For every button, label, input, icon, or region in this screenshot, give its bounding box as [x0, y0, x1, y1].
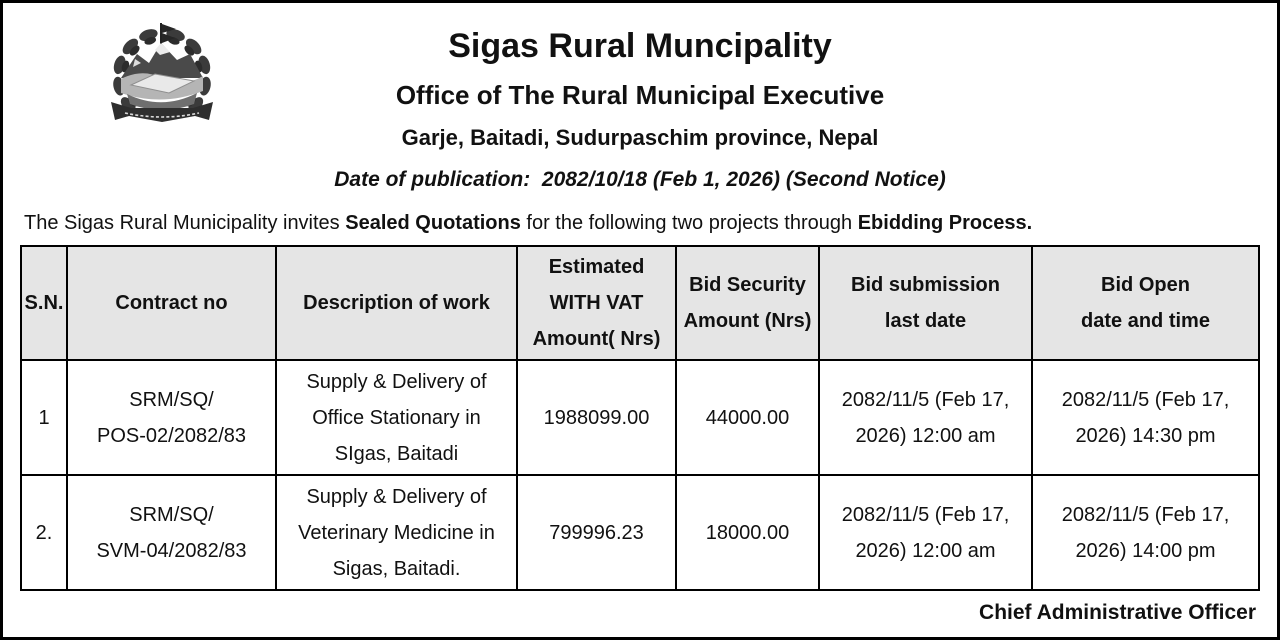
intro-bold-sealed-quotations: Sealed Quotations — [345, 212, 521, 234]
publication-date-line: Date of publication: 2082/10/18 (Feb 1, … — [334, 168, 946, 191]
cell-bid-security: 44000.00 — [675, 359, 820, 476]
col-header-bid-security: Bid Security Amount (Nrs) — [675, 245, 820, 361]
cell-description: Supply & Delivery of Veterinary Medicine… — [275, 474, 518, 591]
cell-contract-no: SRM/SQ/ POS-02/2082/83 — [66, 359, 277, 476]
col-header-sn: S.N. — [20, 245, 68, 361]
cell-open-date: 2082/11/5 (Feb 17, 2026) 14:30 pm — [1031, 359, 1260, 476]
signature-line: Chief Administrative Officer — [979, 601, 1256, 624]
intro-text-2: for the following two projects through — [520, 212, 858, 234]
cell-bid-security: 18000.00 — [675, 474, 820, 591]
cell-sn: 1 — [20, 359, 68, 476]
address-line: Garje, Baitadi, Sudurpaschim province, N… — [401, 125, 879, 150]
cell-sn: 2. — [20, 474, 68, 591]
col-header-open-date: Bid Open date and time — [1031, 245, 1260, 361]
table-row-1: 1 SRM/SQ/ POS-02/2082/83 Supply & Delive… — [20, 359, 1260, 476]
page-title: Sigas Rural Muncipality — [448, 27, 832, 65]
nepal-coat-of-arms-logo — [111, 23, 213, 122]
office-subtitle: Office of The Rural Municipal Executive — [395, 80, 885, 110]
table-header-row: S.N. Contract no Description of work Est… — [20, 245, 1260, 361]
intro-paragraph: The Sigas Rural Municipality invites Sea… — [24, 211, 1256, 236]
bid-notice-table: S.N. Contract no Description of work Est… — [20, 245, 1260, 591]
col-header-description: Description of work — [275, 245, 518, 361]
col-header-contract-no: Contract no — [66, 245, 277, 361]
intro-text-1: The Sigas Rural Municipality invites — [24, 212, 346, 234]
cell-submission-date: 2082/11/5 (Feb 17, 2026) 12:00 am — [818, 474, 1033, 591]
cell-submission-date: 2082/11/5 (Feb 17, 2026) 12:00 am — [818, 359, 1033, 476]
cell-estimated-amount: 1988099.00 — [516, 359, 677, 476]
cell-contract-no: SRM/SQ/ SVM-04/2082/83 — [66, 474, 277, 591]
cell-estimated-amount: 799996.23 — [516, 474, 677, 591]
intro-bold-ebidding-process: Ebidding Process. — [857, 212, 1033, 234]
table-row-2: 2. SRM/SQ/ SVM-04/2082/83 Supply & Deliv… — [20, 474, 1260, 591]
col-header-submission-date: Bid submission last date — [818, 245, 1033, 361]
col-header-estimated-amount: Estimated WITH VAT Amount( Nrs) — [516, 245, 677, 361]
cell-description: Supply & Delivery of Office Stationary i… — [275, 359, 518, 476]
cell-open-date: 2082/11/5 (Feb 17, 2026) 14:00 pm — [1031, 474, 1260, 591]
